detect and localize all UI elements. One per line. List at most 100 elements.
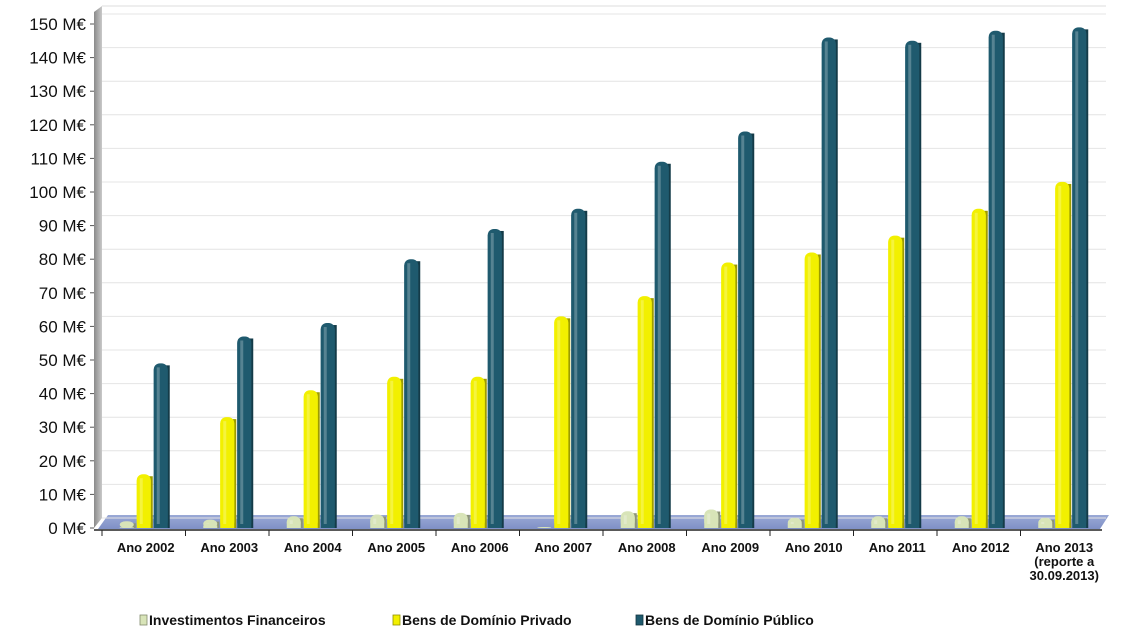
bar-highlight: [240, 340, 244, 524]
bar-investimentos-financeiros: [704, 509, 721, 528]
legend-label: Investimentos Financeiros: [149, 612, 326, 628]
x-tick-label-line: Ano 2006: [451, 540, 509, 555]
bar-highlight: [1075, 31, 1079, 525]
bar-bens-dominio-privado: [721, 262, 738, 528]
legend-label: Bens de Domínio Público: [645, 612, 814, 628]
bar-body-lower: [804, 258, 819, 528]
y-tick-label: 140 M€: [29, 49, 86, 68]
bar-body-lower: [119, 527, 134, 528]
bar-highlight: [456, 516, 460, 524]
bar-highlight: [223, 421, 227, 524]
bar-body-lower: [303, 396, 318, 528]
bar-highlight: [790, 521, 794, 524]
bar-body-lower: [905, 46, 920, 529]
bar-bens-dominio-publico: [654, 161, 671, 528]
x-tick-label: Ano 2009: [701, 540, 759, 555]
bar-bens-dominio-publico: [237, 336, 254, 528]
bar-body-lower: [871, 522, 886, 528]
bar-body-lower: [1055, 187, 1070, 529]
y-tick-label: 80 M€: [39, 250, 87, 269]
bar-bens-dominio-privado: [1055, 181, 1072, 529]
bar-highlight: [640, 300, 644, 524]
bar-bens-dominio-privado: [804, 252, 821, 529]
bar-highlight: [1058, 185, 1062, 525]
x-tick-label: Ano 2002: [117, 540, 175, 555]
x-tick-label-line: Ano 2007: [534, 540, 592, 555]
x-tick-label: Ano 2004: [284, 540, 343, 555]
x-tick-label-line: Ano 2005: [367, 540, 425, 555]
legend-swatch: [635, 614, 644, 626]
bar-highlight: [407, 263, 411, 524]
x-tick-label-line: Ano 2008: [618, 540, 676, 555]
bar-body-lower: [153, 369, 168, 528]
bar-investimentos-financeiros: [286, 516, 303, 528]
legend-item: Bens de Domínio Privado: [392, 612, 572, 628]
bar-body-lower: [954, 522, 969, 528]
gridlines: [102, 13, 1106, 519]
x-tick-label-line: Ano 2013: [1035, 540, 1093, 555]
bar-bens-dominio-publico: [404, 259, 421, 528]
bar-body-lower: [320, 329, 335, 528]
bar-body-lower: [387, 382, 402, 528]
bar-highlight: [574, 212, 578, 525]
y-tick-label: 100 M€: [29, 183, 86, 202]
bar-bens-dominio-publico: [571, 208, 588, 529]
x-tick-label: Ano 2010: [785, 540, 843, 555]
y-tick-label: 110 M€: [31, 149, 87, 168]
bar-body-lower: [637, 302, 652, 528]
bar-investimentos-financeiros: [537, 526, 552, 528]
bar-highlight: [891, 239, 895, 524]
y-tick-label: 120 M€: [29, 116, 86, 135]
bar-side: [215, 521, 220, 528]
bar-bens-dominio-publico: [905, 40, 922, 529]
bar-bens-dominio-privado: [220, 417, 237, 528]
x-tick-label-line: Ano 2002: [117, 540, 175, 555]
bar-body-lower: [738, 137, 753, 528]
x-tick-label: Ano 2008: [618, 540, 676, 555]
bar-highlight: [807, 256, 811, 524]
bar-highlight: [908, 44, 912, 525]
bar-highlight: [1041, 521, 1045, 524]
bar-highlight: [306, 394, 310, 524]
y-tick-label: 40 M€: [39, 385, 87, 404]
bar-body-lower: [787, 523, 802, 528]
bar-body-lower: [704, 515, 719, 528]
bar-body-lower: [370, 520, 385, 528]
bar-body-lower: [988, 36, 1003, 528]
bar-bens-dominio-publico: [988, 30, 1005, 528]
bar-highlight: [957, 520, 961, 524]
bar-investimentos-financeiros: [453, 512, 470, 528]
bar-highlight: [824, 41, 828, 524]
bar-highlight: [390, 380, 394, 524]
bar-body-lower: [203, 525, 218, 528]
legend: Investimentos Financeiros Bens de Domínio…: [139, 612, 814, 628]
bar-bens-dominio-privado: [387, 376, 404, 528]
bar-body-lower: [821, 43, 836, 528]
bar-body-lower: [404, 265, 419, 528]
y-axis: 0 M€ 10 M€ 20 M€ 30 M€ 40 M€ 50 M€ 60 M€ 70 M€ 8…: [29, 15, 94, 538]
bar-investimentos-financeiros: [370, 514, 387, 528]
bar-highlight: [707, 513, 711, 524]
bar-body-lower: [487, 234, 502, 528]
bar-highlight: [874, 520, 878, 524]
bar-investimentos-financeiros: [119, 521, 136, 528]
bar-investimentos-financeiros: [871, 516, 888, 528]
bar-body: [119, 521, 134, 528]
y-tick-label: 0 M€: [48, 519, 86, 538]
bar-highlight: [991, 34, 995, 524]
bar-body-lower: [971, 214, 986, 529]
bar-bens-dominio-publico: [487, 228, 504, 528]
bar-bens-dominio-privado: [888, 235, 905, 528]
bar-bens-dominio-privado: [971, 208, 988, 529]
bar-body-lower: [888, 241, 903, 528]
x-tick-label-line: Ano 2012: [952, 540, 1010, 555]
plot-side-wall: [94, 6, 102, 528]
bar-body-lower: [554, 322, 569, 528]
bar-highlight: [490, 232, 494, 524]
bar-bens-dominio-privado: [136, 474, 153, 528]
bars: [119, 27, 1089, 529]
bar-highlight: [724, 266, 728, 524]
x-tick-label-line: Ano 2011: [869, 540, 926, 555]
bar-highlight: [623, 515, 627, 524]
